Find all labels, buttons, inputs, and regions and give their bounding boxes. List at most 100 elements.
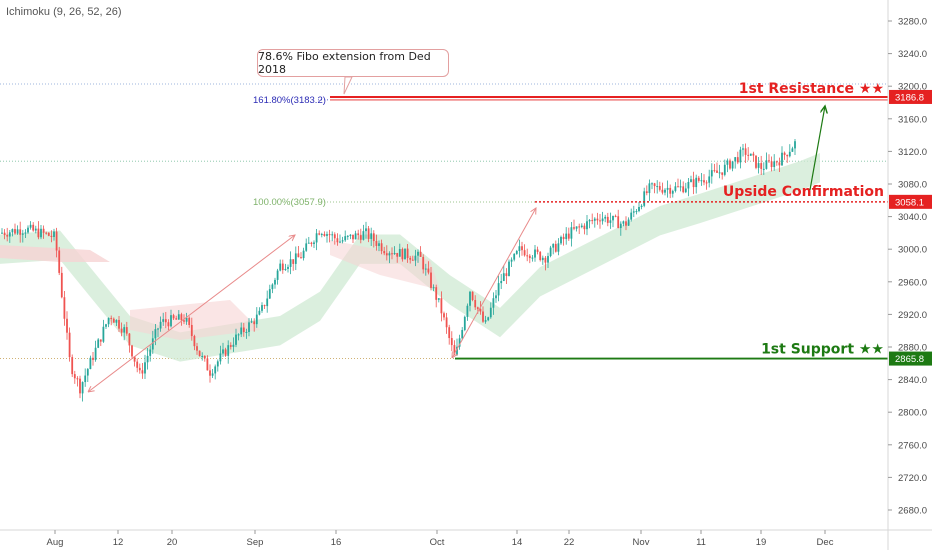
candle-body [679,186,682,188]
candle-body [443,313,445,318]
candle-body [484,320,487,322]
candle-body [362,231,365,240]
y-tick-label: 2760.0 [898,440,927,451]
candle-body [27,227,29,233]
candle-body [622,221,625,224]
candle-body [544,257,547,263]
candle-body [396,252,399,257]
candle-body [190,324,193,337]
candle-body [258,310,261,315]
candle-body [14,229,16,234]
candle-body [92,357,94,360]
candle-body [599,220,601,222]
candle-body [180,314,183,321]
candle-body [549,247,552,257]
candle-body [336,238,339,243]
candle-body [352,234,354,240]
candle-body [734,157,737,162]
candle-body [466,305,469,317]
candle-body [307,242,310,244]
candle-body [791,148,794,152]
candle-body [567,233,570,239]
candle-body [495,295,497,299]
candle-body [684,188,687,193]
candle-body [313,242,315,244]
candle-body [79,378,81,394]
candle-body [63,297,66,319]
candle-body [697,177,700,181]
candle-body [250,321,253,323]
candle-body [222,349,224,354]
candle-body [112,318,115,323]
candle-body [188,317,191,325]
candle-body [196,346,198,351]
annotations-layer: 1st Resistance ★★ Upside Confirmation 1st … [88,76,932,392]
candle-body [521,246,523,251]
candle-body [755,155,757,168]
candle-body [718,172,721,174]
candle-body [253,321,256,325]
candle-body [638,206,640,212]
support-label: 1st Support ★★ [761,342,884,358]
candle-body [487,317,490,321]
candle-body [149,349,152,356]
candle-body [201,355,204,357]
candle-body [612,215,614,221]
candle-body [229,345,232,347]
price-tag [889,89,932,104]
candle-body [344,236,347,241]
candle-body [216,361,219,367]
candle-body [60,272,63,298]
candle-body [476,307,479,309]
candle-body [367,228,370,239]
candle-body [502,273,505,282]
candle-body [66,318,68,333]
candle-body [448,327,451,339]
candle-body [708,176,711,183]
candle-body [281,263,284,271]
candle-body [318,233,321,235]
candle-body [235,334,237,345]
cloud-band-bearish [0,245,110,262]
candle-body [261,305,263,311]
candle-body [736,157,739,163]
candle-body [627,219,630,226]
candle-body [573,227,575,229]
candle-body [742,148,744,150]
candle-body [578,226,581,228]
candle-body [162,319,165,322]
candle-body [159,321,162,329]
y-tick-label: 3240.0 [898,49,927,60]
upside-confirmation-label: Upside Confirmation [723,184,884,200]
candle-body [346,235,349,237]
candle-body [141,370,144,374]
candle-body [729,160,731,169]
candle-body [552,243,555,248]
candle-body [531,257,534,259]
candle-body [297,253,300,258]
candle-body [695,177,698,188]
candle-body [609,220,612,223]
candle-body [632,211,635,213]
candle-body [765,160,768,169]
candle-body [370,233,373,239]
candle-body [661,189,664,193]
candle-body [50,235,53,237]
candle-body [240,327,243,335]
candle-body [21,233,24,235]
fibo-arrow-2 [452,208,536,358]
candle-body [721,172,724,175]
candle-body [175,318,178,320]
candle-body [3,232,6,236]
candle-body [461,329,464,339]
candle-body [406,248,409,258]
y-tick-label: 3200.0 [898,82,927,93]
candle-body [42,228,45,233]
candle-body [287,266,289,269]
candle-body [292,259,295,264]
candle-body [604,216,607,219]
y-tick-label: 3280.0 [898,17,927,28]
candle-body [118,319,120,329]
candle-body [128,333,131,346]
